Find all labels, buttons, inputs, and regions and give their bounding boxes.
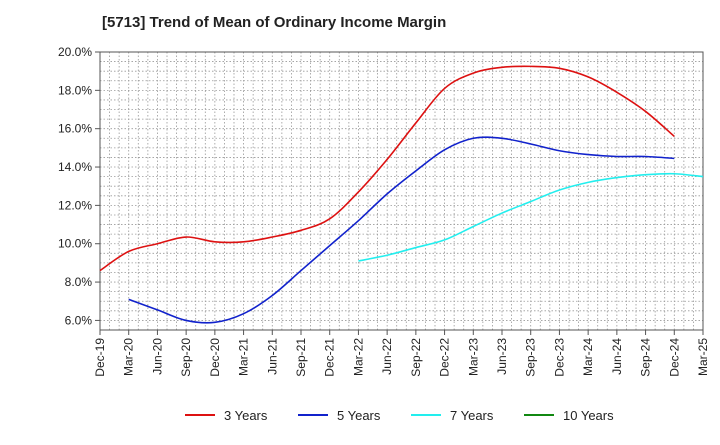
x-tick-label: Dec-23	[552, 338, 566, 377]
series-line-3-years	[99, 65, 675, 272]
x-tick-label: Mar-22	[351, 338, 365, 376]
legend: 3 Years 5 Years 7 Years 10 Years	[185, 408, 614, 423]
x-tick-label: Sep-24	[639, 338, 653, 377]
x-tick-label: Dec-19	[93, 338, 107, 377]
axes	[99, 51, 704, 331]
x-tick-label: Mar-20	[122, 338, 136, 376]
x-tick-label: Mar-21	[237, 338, 251, 376]
legend-label: 7 Years	[450, 408, 494, 423]
x-tick-label: Dec-24	[667, 338, 681, 377]
y-tick-label: 14.0%	[58, 160, 92, 174]
y-tick-label: 10.0%	[58, 237, 92, 251]
legend-label: 3 Years	[224, 408, 268, 423]
legend-label: 5 Years	[337, 408, 381, 423]
chart-title: [5713] Trend of Mean of Ordinary Income …	[102, 14, 447, 31]
y-tick-label: 8.0%	[65, 275, 93, 289]
x-tick-label: Sep-21	[294, 338, 308, 377]
series-line-5-years	[128, 136, 675, 324]
legend-label: 10 Years	[563, 408, 614, 423]
x-tick-label: Dec-21	[323, 338, 337, 377]
series-line-7-years	[358, 172, 704, 262]
x-axis-ticks: Dec-19 Mar-20 Jun-20 Sep-20 Dec-20 Mar-21 Jun-…	[93, 330, 710, 377]
x-tick-label: Jun-24	[610, 338, 624, 375]
plot-frame	[99, 51, 704, 331]
x-tick-label: Jun-23	[495, 338, 509, 375]
x-tick-label: Mar-23	[466, 338, 480, 376]
x-tick-label: Dec-20	[208, 338, 222, 377]
x-tick-label: Dec-22	[438, 338, 452, 377]
y-tick-label: 12.0%	[58, 198, 92, 212]
y-tick-label: 16.0%	[58, 122, 92, 136]
x-tick-label: Mar-25	[696, 338, 710, 376]
y-tick-label: 6.0%	[65, 313, 93, 327]
x-tick-label: Sep-20	[179, 338, 193, 377]
x-tick-label: Sep-23	[524, 338, 538, 377]
x-tick-label: Jun-21	[265, 338, 279, 375]
x-tick-label: Mar-24	[581, 338, 595, 376]
x-tick-label: Jun-22	[380, 338, 394, 375]
series-lines	[99, 65, 704, 324]
x-tick-label: Jun-20	[150, 338, 164, 375]
x-tick-label: Sep-22	[409, 338, 423, 377]
y-tick-label: 20.0%	[58, 45, 92, 59]
y-axis-ticks: 6.0% 8.0% 10.0% 12.0% 14.0% 16.0% 18.0% 20.0%	[58, 45, 100, 327]
grid-lines	[100, 51, 703, 330]
y-tick-label: 18.0%	[58, 83, 92, 97]
